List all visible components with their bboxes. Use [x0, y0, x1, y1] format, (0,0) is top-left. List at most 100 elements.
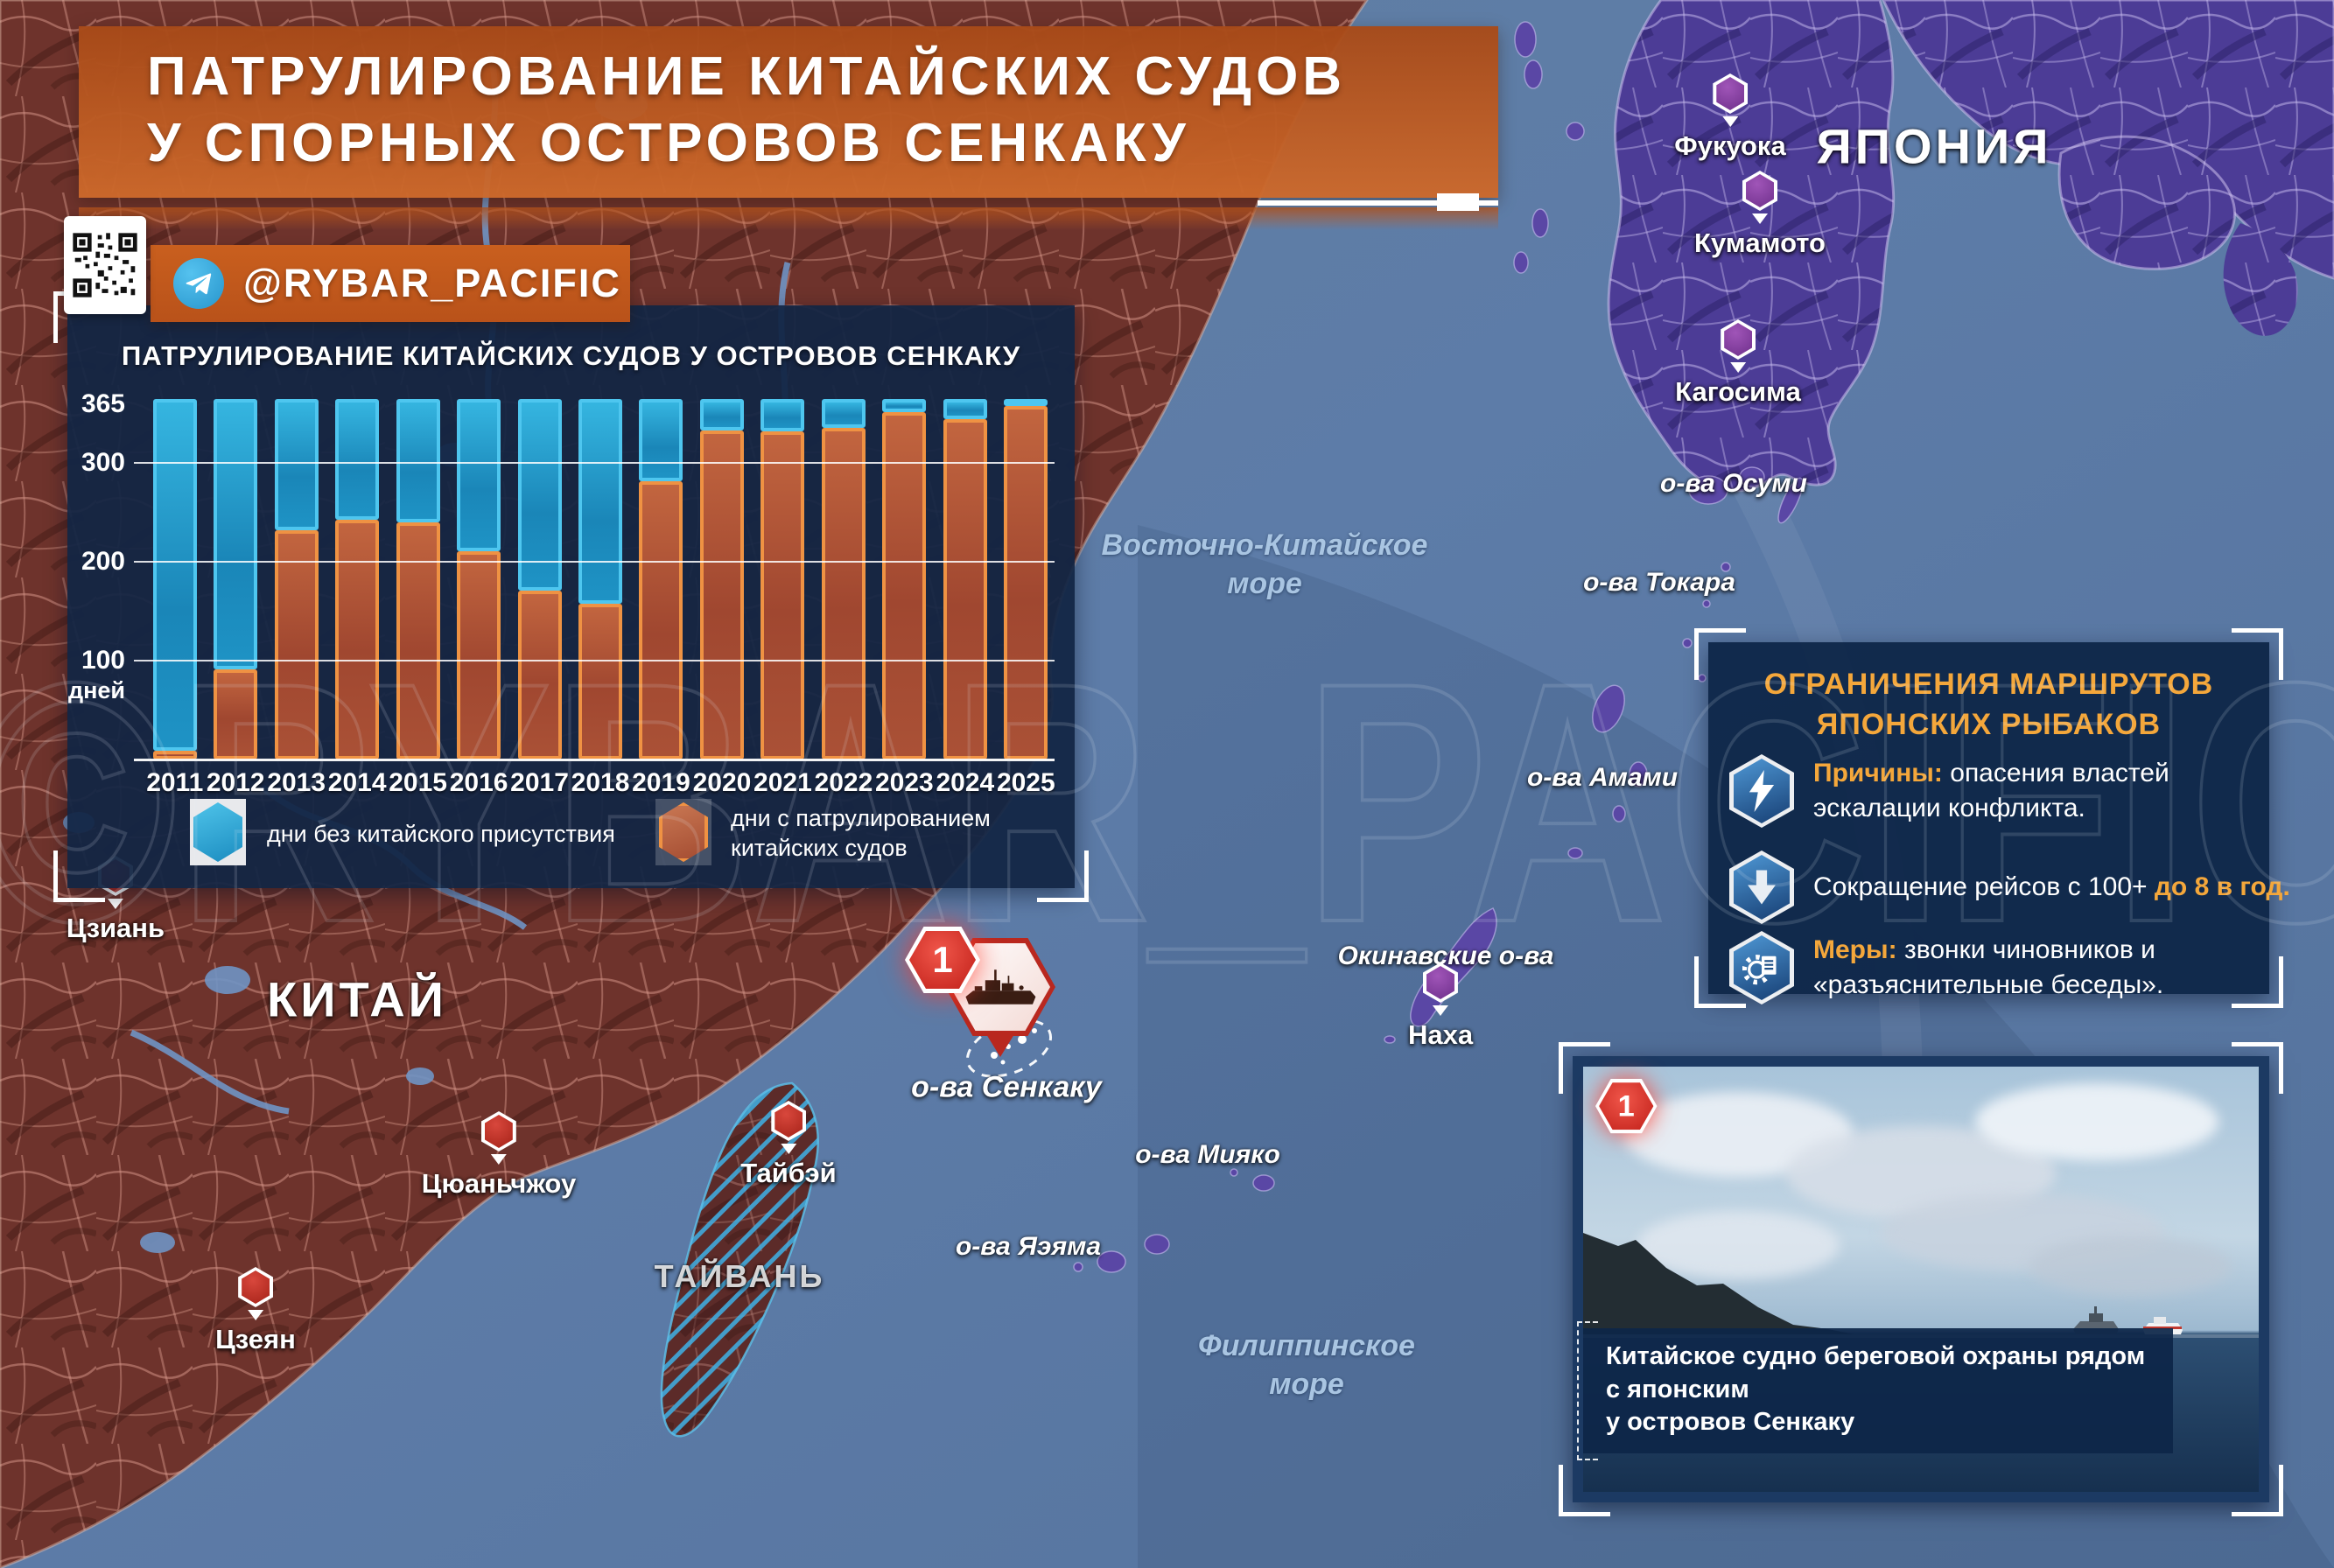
title-banner: ПАТРУЛИРОВАНИЕ КИТАЙСКИХ СУДОВ У СПОРНЫХ… — [79, 26, 1498, 198]
photo-badge-number: 1 — [1599, 1082, 1654, 1130]
label-china: КИТАЙ — [267, 971, 447, 1027]
qr-code — [64, 216, 146, 314]
arrow-down-icon — [1729, 850, 1794, 924]
telegram-banner[interactable]: @RYBAR_PACIFIC — [151, 245, 630, 322]
chart-year-label: 2013 — [267, 768, 326, 797]
photo-bracket-bl — [1559, 1465, 1610, 1516]
photo-caption-line2: у островов Сенкаку — [1606, 1408, 1855, 1437]
chart-year-label: 2023 — [874, 768, 934, 797]
fukuoka-marker-icon — [1712, 74, 1748, 114]
bar-days-with-patrol-2011 — [152, 750, 197, 760]
bar-days-with-patrol-2018 — [578, 603, 623, 760]
label-east-china-sea: Восточно-Китайское море — [1102, 526, 1428, 603]
kumamoto-marker-icon — [1742, 171, 1777, 211]
page-title-line2: У СПОРНЫХ ОСТРОВОВ СЕНКАКУ — [147, 112, 1190, 173]
bar-days-with-patrol-2023 — [882, 411, 927, 760]
bar-days-with-patrol-2021 — [760, 431, 805, 760]
bar-days-with-patrol-2022 — [821, 427, 866, 760]
info-item1-text: опасения властей эскалации конфликта. — [1813, 758, 2169, 823]
page-title-line1: ПАТРУЛИРОВАНИЕ КИТАЙСКИХ СУДОВ — [147, 46, 1347, 107]
taiwan-hatch-overlay — [660, 1082, 819, 1438]
kagoshima-label: Кагосима — [1675, 376, 1801, 407]
city-kagoshima: Кагосима — [1675, 319, 1801, 408]
label-japan: ЯПОНИЯ — [1816, 118, 2052, 174]
bar-days-without-presence-2024 — [943, 399, 987, 419]
chart-year-label: 2011 — [146, 768, 204, 797]
bar-days-with-patrol-2012 — [214, 669, 258, 760]
bar-days-with-patrol-2025 — [1004, 405, 1048, 760]
telegram-icon — [173, 258, 224, 309]
info-bracket-tl — [1694, 628, 1746, 680]
photo-caption-line1: Китайское судно береговой охраны рядом с… — [1606, 1341, 2146, 1404]
info-item-reduction: Сокращение рейсов с 100+ до 8 в год. — [1729, 850, 2290, 924]
chart-year-label: 2024 — [936, 768, 995, 797]
photo-panel: 1 Китайское судно береговой охраны рядом… — [1559, 1042, 2283, 1516]
chart-gridline — [134, 660, 1055, 662]
bar-days-without-presence-2022 — [821, 399, 866, 428]
chart-gridline — [134, 561, 1055, 564]
info-item2-accent: до 8 в год. — [2154, 872, 2290, 901]
info-title-line2: ЯПОНСКИХ РЫБАКОВ — [1816, 707, 2162, 741]
quanzhou-marker-icon — [480, 1111, 516, 1152]
jieyang-label: Цзеян — [215, 1324, 296, 1354]
legend-orange-hexagon-icon — [655, 799, 711, 865]
info-bracket-br — [2232, 956, 2283, 1008]
kagoshima-marker-icon — [1720, 319, 1756, 360]
info-item-causes: Причины: опасения властей эскалации конф… — [1729, 754, 2255, 828]
bar-days-with-patrol-2017 — [517, 590, 562, 760]
bar-days-with-patrol-2013 — [274, 530, 319, 760]
chart-y-tick: 300 — [81, 448, 125, 478]
legend-blue-label: дни без китайского присутствия — [267, 821, 615, 847]
qr-pattern — [71, 231, 139, 299]
chart-year-label: 2015 — [389, 768, 447, 797]
bar-days-without-presence-2019 — [639, 399, 683, 481]
bar-days-with-patrol-2016 — [457, 550, 501, 760]
bar-days-without-presence-2021 — [760, 399, 805, 432]
bar-days-without-presence-2015 — [396, 399, 440, 523]
taipei-label: Тайбэй — [740, 1158, 837, 1188]
chart-bars: 365 300 200 100 2011 2012 2013 2014 2015 2016 2017… — [67, 305, 1075, 888]
city-fukuoka: Фукуока — [1674, 74, 1786, 162]
fukuoka-label: Фукуока — [1674, 130, 1786, 161]
chart-year-label: 2019 — [632, 768, 690, 797]
label-tokara: о-ва Токара — [1583, 568, 1735, 597]
label-senkaku: о-ва Сенкаку — [911, 1070, 1102, 1104]
telegram-handle[interactable]: @RYBAR_PACIFIC — [243, 261, 621, 305]
lightning-icon — [1729, 754, 1794, 828]
chart-year-label: 2014 — [327, 768, 387, 797]
bar-days-without-presence-2018 — [578, 399, 623, 604]
info-item1-lead: Причины: — [1813, 758, 1943, 788]
info-bracket-bl — [1694, 956, 1746, 1008]
jieyang-marker-icon — [237, 1267, 273, 1307]
naha-marker-icon — [1422, 962, 1458, 1003]
bar-days-with-patrol-2019 — [639, 480, 683, 760]
kumamoto-label: Кумамото — [1694, 228, 1826, 258]
bar-days-without-presence-2011 — [152, 399, 197, 751]
philippine-sea-line1: Филиппинское — [1198, 1328, 1415, 1362]
page-title: ПАТРУЛИРОВАНИЕ КИТАЙСКИХ СУДОВ У СПОРНЫХ… — [79, 26, 1498, 176]
bar-days-with-patrol-2020 — [699, 430, 744, 760]
chart-year-label: 2017 — [510, 768, 569, 797]
chart-year-label: 2020 — [692, 768, 752, 797]
info-item-measures: Меры: звонки чиновников и «разъяснительн… — [1729, 931, 2255, 1004]
bar-days-without-presence-2016 — [457, 399, 501, 551]
city-kumamoto: Кумамото — [1694, 171, 1826, 259]
label-miyako: о-ва Мияко — [1135, 1140, 1280, 1169]
chart-y-tick: 200 — [81, 547, 125, 577]
chart-year-label: 2025 — [996, 768, 1055, 797]
city-taipei: Тайбэй — [740, 1101, 837, 1189]
label-philippine-sea: Филиппинское море — [1198, 1326, 1415, 1404]
chart-year-label: 2016 — [449, 768, 508, 797]
photo-bracket-br — [2232, 1465, 2283, 1516]
bar-days-without-presence-2025 — [1004, 399, 1048, 406]
legend-orange-line1: дни с патрулированием — [731, 805, 991, 831]
kyushu-island — [1607, 0, 1896, 493]
label-taiwan: ТАЙВАНЬ — [654, 1258, 825, 1294]
label-amami: о-ва Амами — [1526, 763, 1679, 792]
east-china-sea-line2: море — [1227, 567, 1302, 600]
bar-days-without-presence-2023 — [882, 399, 927, 412]
bar-days-without-presence-2012 — [214, 399, 258, 670]
photo-bracket-tl — [1559, 1042, 1610, 1094]
shikoku-island — [2057, 135, 2236, 270]
title-underline — [1258, 200, 1498, 206]
